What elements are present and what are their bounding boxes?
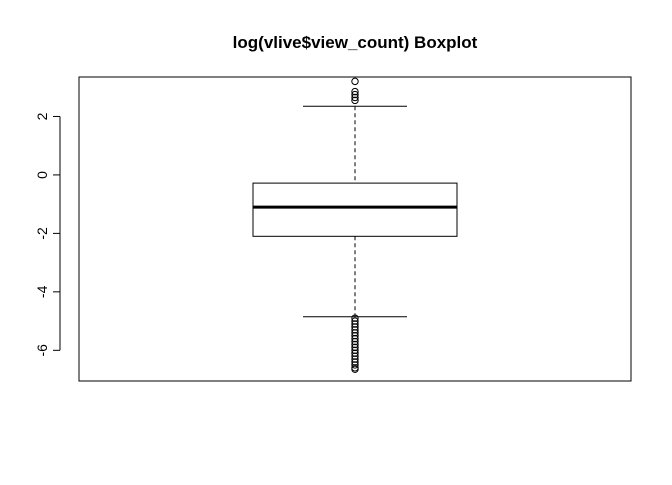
outlier-point-low [351,346,359,355]
box-group [252,105,458,318]
outlier-point-low [351,331,359,340]
outlier-point-low [351,317,359,325]
outlier-point-low [351,323,359,331]
outlier-point-low [351,337,359,346]
outlier-point-low [351,320,359,328]
outlier-point-low [351,365,359,374]
outlier-point-low [351,329,359,337]
y-tick-label: -2 [34,227,50,240]
outlier-point-low [351,334,359,343]
outlier-point-low [351,343,359,352]
outlier-point-low [351,326,359,334]
outlier-point-high [351,77,359,86]
y-tick-label: -4 [34,285,50,298]
outlier-point-high [351,93,359,102]
outlier-point-low [351,349,359,357]
y-tick-label: 2 [34,112,50,120]
chart-title: log(vlive$view_count) Boxplot [233,33,478,52]
y-tick-label: -6 [34,344,50,357]
outlier-point-low [351,361,359,369]
outlier-point-high [351,96,359,105]
y-tick-label: 0 [34,171,50,179]
outlier-point-low [351,355,359,363]
plot-frame [78,76,632,382]
y-axis-ticks: 2 0 -2 -4 -6 [34,112,60,357]
outlier-point-high [351,87,359,96]
outlier-point-low [351,340,359,349]
outlier-point-high [351,90,359,99]
outlier-point-low [351,314,359,322]
outlier-point-low [351,358,359,366]
outlier-point-low [351,352,359,360]
interquartile-box [252,182,458,237]
outlier-points [351,77,359,374]
